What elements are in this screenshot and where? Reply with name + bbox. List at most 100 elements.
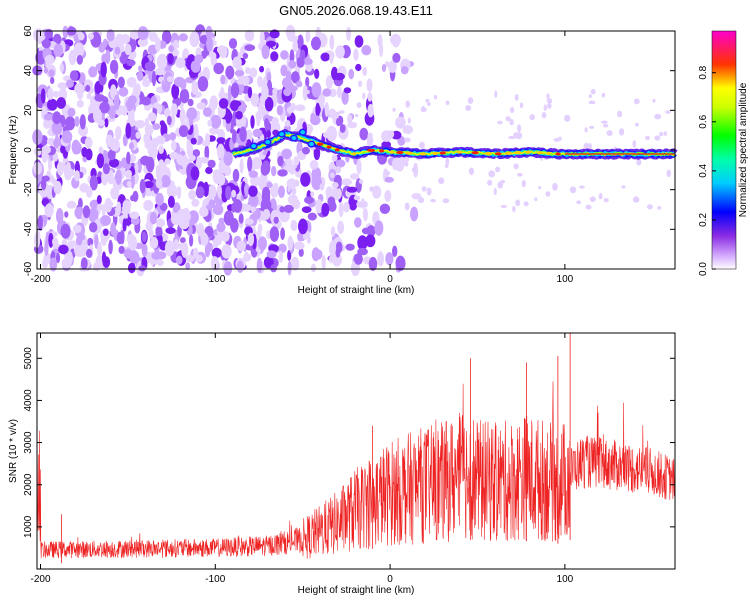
noise-blob bbox=[385, 170, 391, 176]
noise-blob bbox=[134, 119, 146, 129]
noise-blob bbox=[356, 102, 362, 109]
noise-blob bbox=[438, 177, 445, 185]
noise-blob bbox=[247, 232, 255, 247]
y-tick-label: -60 bbox=[23, 261, 34, 276]
noise-blob bbox=[175, 57, 186, 69]
y-tick-label: 1000 bbox=[23, 515, 34, 538]
noise-blob bbox=[43, 67, 49, 74]
noise-blob bbox=[301, 206, 312, 214]
noise-blob bbox=[327, 196, 336, 207]
noise-blob bbox=[657, 205, 662, 210]
noise-blob bbox=[185, 254, 195, 263]
noise-blob bbox=[335, 247, 341, 258]
noise-blob bbox=[395, 255, 406, 271]
noise-blob bbox=[231, 189, 237, 198]
noise-blob bbox=[521, 180, 526, 188]
noise-blob bbox=[178, 125, 189, 138]
snr-x-ticks: -200 -100 0 100 bbox=[30, 333, 574, 585]
noise-blob bbox=[545, 191, 551, 197]
noise-blob bbox=[190, 166, 200, 181]
noise-blob bbox=[165, 227, 176, 235]
noise-blob bbox=[249, 67, 258, 78]
noise-blob bbox=[584, 127, 588, 133]
noise-blob bbox=[588, 142, 592, 151]
noise-blob bbox=[192, 149, 201, 157]
noise-blob bbox=[84, 136, 93, 149]
noise-blob bbox=[310, 263, 317, 273]
x-tick-label: 0 bbox=[387, 574, 393, 585]
signal-knot bbox=[471, 151, 479, 155]
noise-blob bbox=[213, 171, 218, 182]
noise-blob bbox=[58, 244, 69, 255]
noise-blob bbox=[261, 44, 270, 60]
noise-blob bbox=[654, 113, 662, 120]
noise-blob bbox=[240, 203, 252, 212]
noise-blob bbox=[44, 54, 55, 65]
noise-blob bbox=[43, 113, 54, 121]
noise-blob bbox=[64, 211, 69, 218]
noise-blob bbox=[82, 205, 91, 219]
noise-blob bbox=[392, 107, 396, 112]
noise-blob bbox=[634, 122, 640, 127]
signal-blob bbox=[289, 134, 298, 142]
noise-blob bbox=[41, 38, 51, 49]
noise-blob bbox=[210, 52, 217, 60]
noise-blob bbox=[589, 196, 596, 202]
noise-blob bbox=[266, 129, 271, 139]
colorbar-ticks: 0.0 0.2 0.4 0.6 0.8 bbox=[698, 65, 716, 276]
noise-blob bbox=[665, 110, 671, 114]
noise-blob bbox=[199, 156, 210, 164]
noise-blob bbox=[161, 30, 172, 45]
noise-blob bbox=[357, 235, 368, 251]
noise-blob bbox=[354, 217, 362, 228]
y-tick-label: 0 bbox=[23, 147, 34, 153]
noise-blob bbox=[426, 187, 432, 196]
noise-blob bbox=[358, 179, 364, 184]
noise-blob bbox=[88, 207, 99, 223]
noise-blob bbox=[200, 232, 209, 246]
noise-blob bbox=[232, 168, 240, 182]
noise-blob bbox=[71, 139, 81, 155]
colorbar-tick-label: 0.0 bbox=[698, 262, 709, 276]
noise-blob bbox=[355, 63, 362, 72]
noise-blob bbox=[40, 88, 46, 104]
noise-blob bbox=[249, 170, 258, 178]
noise-blob bbox=[224, 166, 232, 176]
noise-blob bbox=[94, 94, 106, 102]
noise-blob bbox=[598, 193, 603, 200]
noise-blob bbox=[189, 155, 196, 162]
noise-blob bbox=[291, 187, 297, 195]
noise-blob bbox=[127, 95, 137, 105]
noise-blob bbox=[104, 197, 113, 213]
noise-blob bbox=[126, 59, 136, 67]
noise-blob bbox=[68, 50, 77, 66]
noise-blob bbox=[384, 190, 392, 202]
noise-blob bbox=[546, 93, 550, 100]
noise-blob bbox=[56, 161, 64, 176]
noise-blob bbox=[292, 198, 301, 210]
noise-blob bbox=[250, 175, 261, 187]
noise-blob bbox=[295, 179, 300, 187]
noise-blob bbox=[271, 117, 279, 126]
noise-blob bbox=[47, 87, 54, 100]
noise-blob bbox=[569, 186, 577, 194]
noise-blob bbox=[331, 154, 338, 162]
noise-blob bbox=[239, 158, 244, 174]
noise-blob bbox=[176, 208, 187, 225]
noise-blob bbox=[215, 234, 222, 246]
y-tick-label: 2000 bbox=[23, 473, 34, 496]
noise-blob bbox=[85, 84, 91, 92]
noise-blob bbox=[155, 229, 163, 236]
noise-blob bbox=[76, 54, 84, 65]
noise-blob bbox=[126, 233, 136, 243]
noise-blob bbox=[410, 206, 419, 222]
noise-blob bbox=[297, 232, 304, 242]
noise-blob bbox=[256, 229, 262, 239]
noise-blob bbox=[167, 76, 174, 83]
noise-blob bbox=[392, 245, 398, 257]
noise-blob bbox=[101, 251, 107, 265]
noise-blob bbox=[248, 193, 259, 209]
noise-blob bbox=[169, 132, 177, 141]
noise-blob bbox=[354, 35, 364, 48]
noise-blob bbox=[315, 199, 323, 214]
